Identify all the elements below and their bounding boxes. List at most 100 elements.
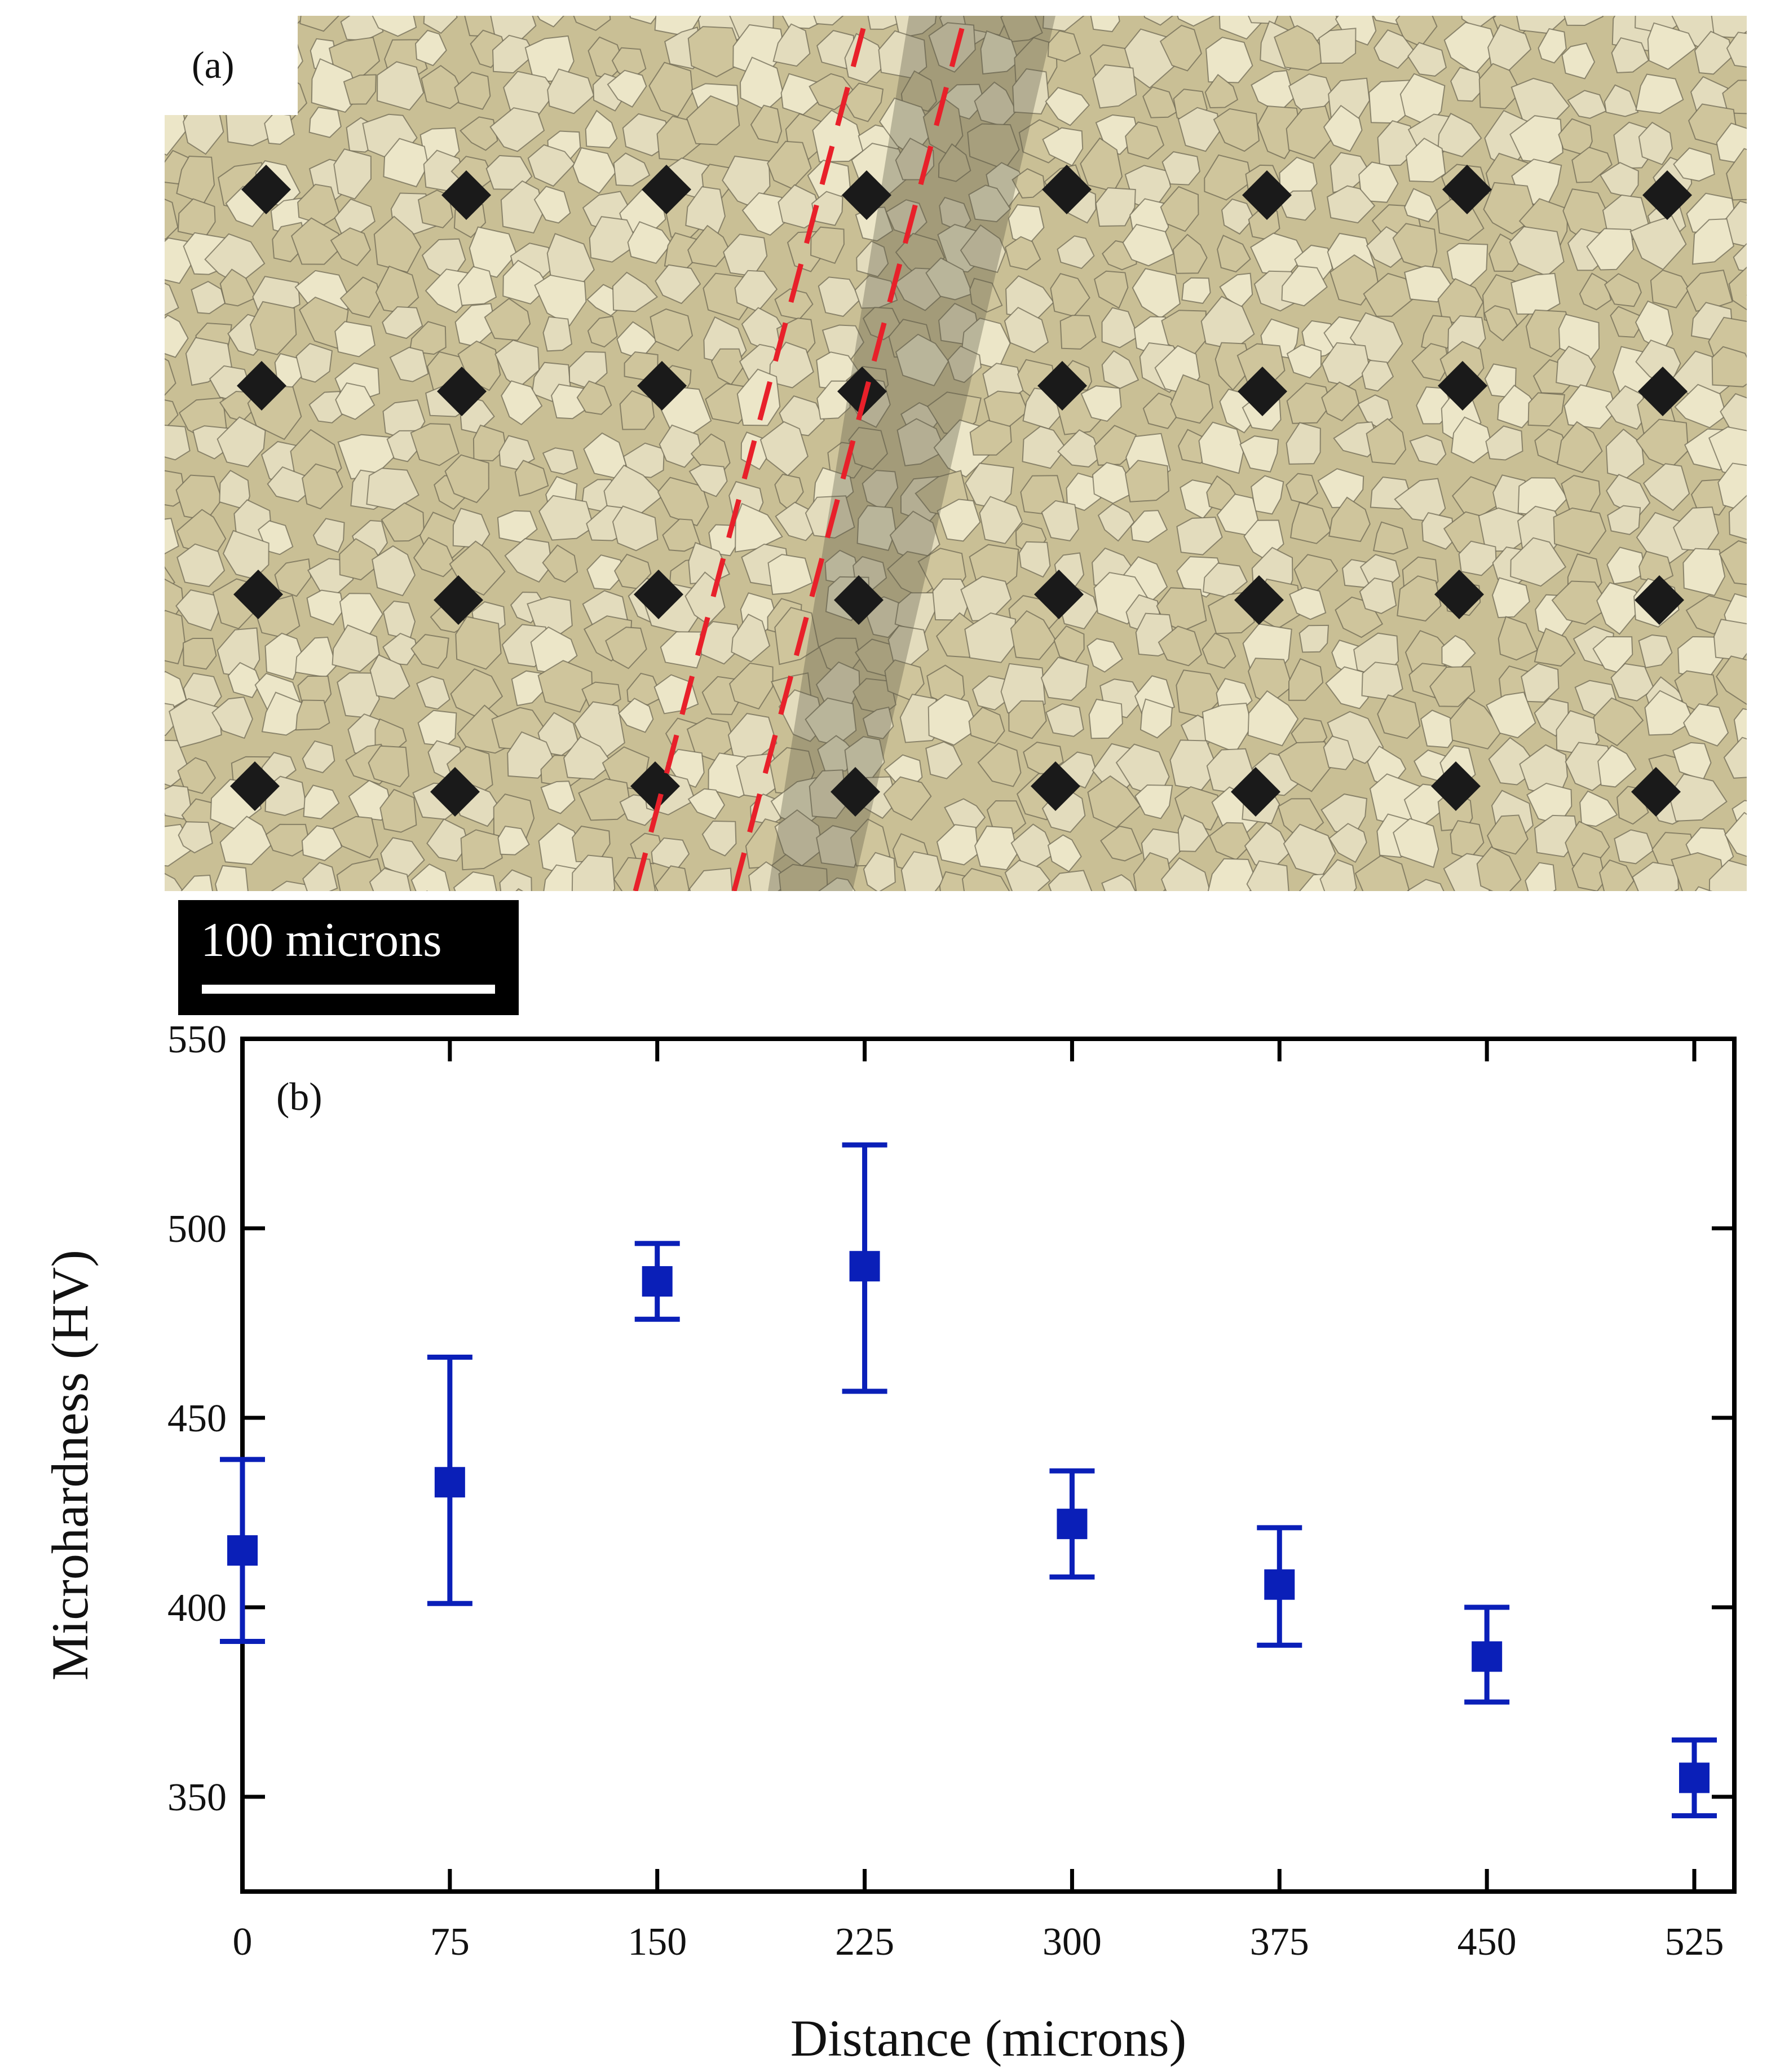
grain bbox=[1485, 425, 1523, 461]
grain bbox=[573, 16, 611, 32]
grain bbox=[211, 696, 253, 739]
data-series bbox=[220, 1142, 1717, 1819]
grain bbox=[1139, 698, 1173, 739]
grain bbox=[1041, 500, 1079, 541]
grain bbox=[1607, 505, 1641, 535]
x-tick-label: 150 bbox=[628, 1920, 687, 1964]
hardness-indent bbox=[437, 367, 487, 416]
hardness-indent bbox=[441, 170, 491, 220]
grain bbox=[409, 321, 447, 355]
grain bbox=[295, 699, 330, 731]
grain bbox=[844, 33, 888, 84]
y-tick-label: 400 bbox=[167, 1586, 227, 1630]
grain bbox=[1586, 228, 1635, 271]
x-tick-label: 450 bbox=[1457, 1920, 1517, 1964]
grain bbox=[1719, 540, 1747, 585]
grain bbox=[1449, 696, 1503, 750]
grain bbox=[613, 152, 651, 187]
grain bbox=[1377, 694, 1421, 739]
grain bbox=[701, 820, 737, 857]
grain bbox=[274, 558, 312, 597]
hardness-indent bbox=[1034, 570, 1084, 619]
grain bbox=[1674, 383, 1728, 429]
hardness-indent bbox=[1238, 367, 1287, 416]
grain bbox=[177, 757, 217, 794]
grain bbox=[1486, 814, 1529, 855]
hardness-indent bbox=[434, 575, 483, 625]
grain bbox=[335, 382, 376, 420]
grain bbox=[178, 821, 213, 854]
grain bbox=[1045, 87, 1090, 126]
grain bbox=[895, 333, 949, 387]
grain bbox=[1142, 86, 1178, 118]
grain bbox=[687, 26, 745, 78]
micrograph-image bbox=[165, 16, 1747, 891]
grain bbox=[689, 867, 733, 891]
grain bbox=[927, 694, 979, 746]
hardness-indent bbox=[630, 761, 680, 811]
grain bbox=[1717, 462, 1747, 513]
grain bbox=[1451, 416, 1494, 464]
grain bbox=[1593, 697, 1644, 747]
grain bbox=[1000, 16, 1043, 43]
grain bbox=[1101, 307, 1139, 349]
grain bbox=[1289, 587, 1327, 620]
grain bbox=[936, 824, 979, 866]
grain bbox=[1048, 870, 1093, 891]
grain bbox=[165, 823, 194, 867]
hardness-indent bbox=[1037, 361, 1087, 411]
grain bbox=[1713, 619, 1747, 661]
grain bbox=[1476, 846, 1522, 891]
grain bbox=[1278, 741, 1335, 792]
grain bbox=[894, 16, 937, 39]
grain bbox=[165, 358, 176, 396]
grain bbox=[1563, 384, 1617, 429]
y-axis-title: Microhardness (HV) bbox=[41, 1250, 99, 1681]
grain bbox=[1092, 462, 1137, 504]
grain bbox=[805, 495, 855, 539]
grain bbox=[572, 147, 617, 194]
grain bbox=[1525, 862, 1557, 891]
grain bbox=[728, 662, 774, 710]
grain bbox=[537, 660, 593, 713]
grain bbox=[538, 495, 595, 541]
grain bbox=[968, 184, 1012, 223]
grain bbox=[1647, 22, 1697, 70]
grain bbox=[369, 654, 410, 699]
grain bbox=[1092, 64, 1137, 109]
band-boundary-line-left bbox=[633, 16, 869, 891]
grain bbox=[332, 624, 380, 672]
grain bbox=[977, 742, 1022, 787]
grain bbox=[1130, 510, 1168, 543]
grain bbox=[1733, 708, 1747, 743]
grain bbox=[1604, 273, 1642, 307]
grain bbox=[1176, 517, 1223, 556]
grain bbox=[1298, 624, 1330, 653]
grain bbox=[1437, 112, 1482, 157]
grain bbox=[165, 872, 184, 891]
grain bbox=[1323, 104, 1363, 152]
grain bbox=[1724, 812, 1747, 857]
grain bbox=[969, 420, 1012, 456]
grain bbox=[1694, 886, 1713, 891]
hardness-indent bbox=[233, 570, 283, 619]
grain bbox=[979, 496, 1023, 544]
grain bbox=[1217, 235, 1251, 273]
grain bbox=[648, 61, 694, 118]
grain bbox=[264, 112, 295, 145]
indent-grid bbox=[230, 165, 1692, 817]
grain bbox=[333, 148, 372, 200]
grain bbox=[1393, 818, 1439, 869]
grain bbox=[500, 180, 545, 234]
grain bbox=[455, 616, 502, 670]
grain bbox=[1366, 418, 1407, 465]
grain bbox=[527, 144, 576, 187]
grain bbox=[1172, 233, 1208, 274]
grain bbox=[1611, 37, 1650, 73]
grain bbox=[484, 298, 531, 341]
grain bbox=[381, 502, 425, 542]
grain bbox=[1557, 421, 1603, 473]
data-point-marker bbox=[1264, 1569, 1295, 1600]
grain bbox=[299, 16, 339, 32]
